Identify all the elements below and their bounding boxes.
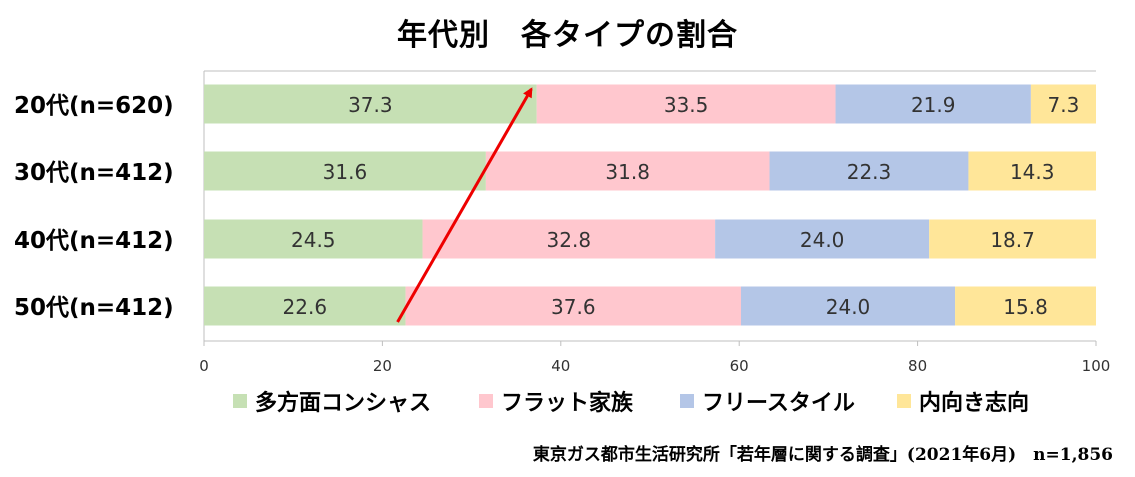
legend-item: フリースタイル	[680, 384, 855, 418]
data-label: 31.8	[605, 160, 650, 184]
x-tick-label: 100	[1082, 357, 1111, 375]
x-tick-label: 20	[373, 357, 392, 375]
bar-segment	[740, 286, 956, 326]
bar-segment	[968, 151, 1096, 191]
bar-segment	[1030, 84, 1096, 124]
stacked-bar-chart: 37.3 33.5 21.9 7.3 20代(n=620) 31.6 31.8 22.3 14.…	[14, 70, 1111, 375]
x-tick-label: 0	[199, 357, 209, 375]
bar-segment	[955, 286, 1096, 326]
bar-segment	[204, 219, 423, 259]
data-label: 37.6	[551, 295, 596, 319]
x-tick-label: 40	[551, 357, 570, 375]
x-tick-label: 60	[730, 357, 749, 375]
legend-item: 内向き志向	[897, 384, 1029, 418]
legend-label: フラット家族	[501, 391, 634, 416]
legend-label: 多方面コンシャス	[255, 391, 432, 416]
source-note: 東京ガス都市生活研究所「若年層に関する調査」(2021年6月) n=1,856	[532, 445, 1113, 465]
data-label: 7.3	[1048, 93, 1080, 117]
bar-segment	[204, 84, 537, 124]
data-label: 37.3	[348, 93, 393, 117]
bar-segment	[536, 84, 836, 124]
legend-swatch	[233, 394, 247, 408]
category-label: 20代(n=620)	[14, 93, 174, 119]
legend-item: 多方面コンシャス	[233, 384, 431, 418]
data-label: 15.8	[1003, 295, 1048, 319]
legend-swatch	[897, 394, 911, 408]
bar-segment	[422, 219, 716, 259]
legend-swatch	[680, 394, 694, 408]
data-label: 21.9	[911, 93, 956, 117]
bar-segment	[715, 219, 930, 259]
legend-label: 内向き志向	[919, 391, 1030, 416]
legend: 多方面コンシャス フラット家族 フリースタイル 内向き志向	[0, 384, 1135, 418]
legend-swatch	[479, 394, 493, 408]
data-label: 24.0	[800, 228, 845, 252]
data-label: 18.7	[990, 228, 1035, 252]
bar-segment	[405, 286, 741, 326]
data-label: 24.5	[291, 228, 336, 252]
legend-label: フリースタイル	[702, 391, 855, 416]
bar-segment	[835, 84, 1031, 124]
bar-segment	[485, 151, 770, 191]
bar-segment	[769, 151, 969, 191]
chart-title: 年代別 各タイプの割合	[397, 18, 738, 53]
bar-segment	[204, 286, 406, 326]
data-label: 24.0	[826, 295, 871, 319]
x-tick-label: 80	[908, 357, 927, 375]
bar-segment	[929, 219, 1096, 259]
data-label: 31.6	[323, 160, 368, 184]
data-label: 22.6	[283, 295, 328, 319]
legend-item: フラット家族	[479, 384, 633, 418]
data-label: 33.5	[664, 93, 709, 117]
bar-segment	[204, 151, 486, 191]
data-label: 32.8	[547, 228, 592, 252]
category-label: 30代(n=412)	[14, 160, 174, 186]
category-label: 50代(n=412)	[14, 295, 174, 321]
trend-arrow	[396, 87, 533, 323]
data-label: 14.3	[1010, 160, 1055, 184]
category-label: 40代(n=412)	[14, 228, 174, 254]
data-label: 22.3	[847, 160, 892, 184]
